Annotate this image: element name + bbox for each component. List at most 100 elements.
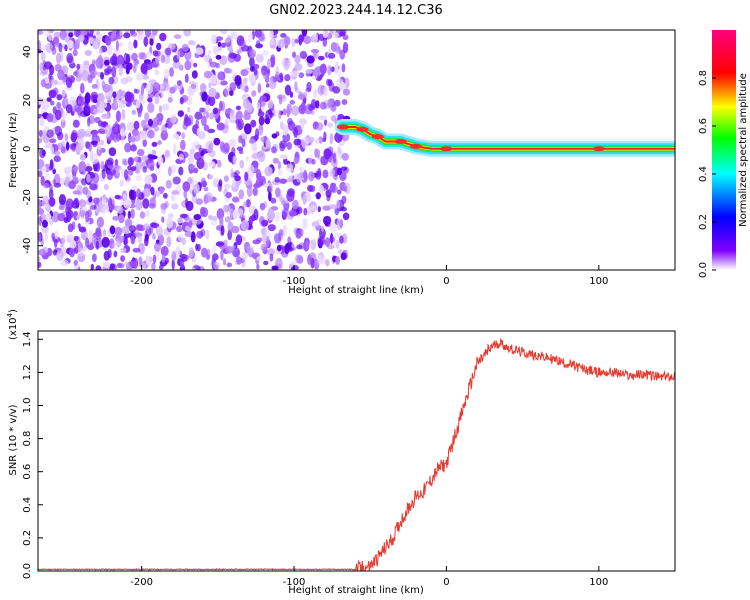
noise-speck — [144, 233, 149, 242]
noise-speck — [179, 96, 184, 105]
noise-speck — [238, 189, 245, 200]
noise-speck — [181, 237, 187, 246]
noise-speck — [323, 85, 328, 97]
noise-speck — [151, 60, 160, 69]
noise-speck — [111, 66, 117, 78]
noise-speck — [279, 72, 284, 81]
noise-speck — [263, 260, 269, 266]
noise-speck — [216, 159, 222, 168]
noise-speck — [272, 157, 279, 164]
noise-speck — [302, 193, 307, 205]
noise-speck — [114, 120, 119, 132]
noise-speck — [236, 49, 241, 55]
noise-speck — [208, 174, 213, 180]
snr-frame — [37, 330, 676, 572]
noise-speck — [236, 256, 242, 265]
noise-speck — [303, 35, 312, 45]
noise-speck — [224, 216, 231, 223]
noise-speck — [72, 165, 79, 172]
signal-track-point — [371, 134, 384, 140]
noise-speck — [330, 115, 337, 122]
noise-speck — [166, 236, 172, 248]
noise-speck — [138, 52, 145, 60]
noise-speck — [41, 225, 49, 234]
noise-speck — [284, 74, 291, 82]
noise-speck — [288, 175, 294, 180]
noise-speck — [329, 184, 336, 193]
noise-speck — [340, 166, 348, 171]
noise-speck — [197, 131, 206, 140]
noise-speck — [56, 101, 62, 110]
noise-speck — [305, 69, 314, 74]
noise-speck — [61, 113, 65, 123]
noise-speck — [176, 225, 183, 233]
noise-speck — [193, 62, 198, 68]
noise-speck — [291, 37, 296, 48]
noise-speck — [48, 165, 54, 171]
noise-speck — [212, 244, 217, 254]
noise-speck — [80, 82, 85, 94]
noise-speck — [229, 208, 234, 219]
noise-speck — [209, 61, 218, 68]
noise-speck — [325, 189, 332, 198]
noise-speck — [161, 254, 166, 263]
noise-speck — [244, 109, 248, 117]
noise-speck — [38, 234, 42, 243]
noise-speck — [232, 247, 240, 258]
noise-speck — [220, 101, 226, 112]
noise-speck — [313, 88, 318, 99]
noise-speck — [200, 247, 208, 258]
noise-speck — [91, 84, 98, 89]
noise-speck — [341, 63, 346, 73]
noise-speck — [169, 67, 174, 77]
noise-speck — [211, 34, 217, 45]
noise-speck — [116, 54, 124, 65]
noise-speck — [195, 119, 200, 127]
noise-speck — [41, 165, 47, 173]
noise-speck — [277, 169, 283, 177]
noise-speck — [125, 53, 131, 65]
noise-speck — [136, 224, 143, 231]
noise-speck — [232, 196, 240, 203]
noise-speck — [125, 181, 130, 186]
noise-speck — [243, 123, 252, 135]
noise-speck — [69, 240, 77, 249]
noise-speck — [145, 255, 150, 266]
noise-speck — [207, 49, 212, 55]
noise-speck — [107, 157, 114, 166]
noise-speck — [332, 42, 340, 53]
noise-speck — [332, 152, 337, 164]
noise-speck — [250, 119, 257, 128]
noise-speck — [168, 43, 176, 50]
noise-speck — [277, 40, 285, 49]
noise-speck — [329, 168, 336, 177]
noise-speck — [101, 237, 110, 248]
noise-speck — [142, 166, 148, 173]
noise-speck — [184, 73, 189, 84]
noise-speck — [38, 198, 42, 210]
noise-speck — [53, 150, 61, 157]
noise-speck — [319, 63, 327, 75]
noise-speck — [160, 89, 165, 98]
noise-speck — [320, 225, 325, 232]
noise-speck — [85, 210, 90, 223]
noise-speck — [149, 38, 154, 46]
noise-speck — [176, 218, 184, 224]
noise-speck — [124, 169, 129, 181]
noise-speck — [135, 199, 143, 211]
noise-speck — [104, 59, 110, 66]
noise-speck — [278, 229, 284, 236]
noise-speck — [235, 105, 241, 111]
noise-speck — [49, 100, 55, 106]
noise-speck — [92, 108, 100, 114]
noise-speck — [327, 65, 332, 76]
signal-track-point — [440, 146, 453, 152]
noise-speck — [153, 241, 162, 252]
noise-speck — [148, 118, 153, 127]
noise-speck — [72, 190, 81, 195]
noise-speck — [155, 166, 161, 175]
noise-speck — [123, 193, 127, 200]
noise-speck — [124, 142, 132, 153]
noise-speck — [277, 161, 281, 170]
noise-speck — [43, 182, 50, 189]
